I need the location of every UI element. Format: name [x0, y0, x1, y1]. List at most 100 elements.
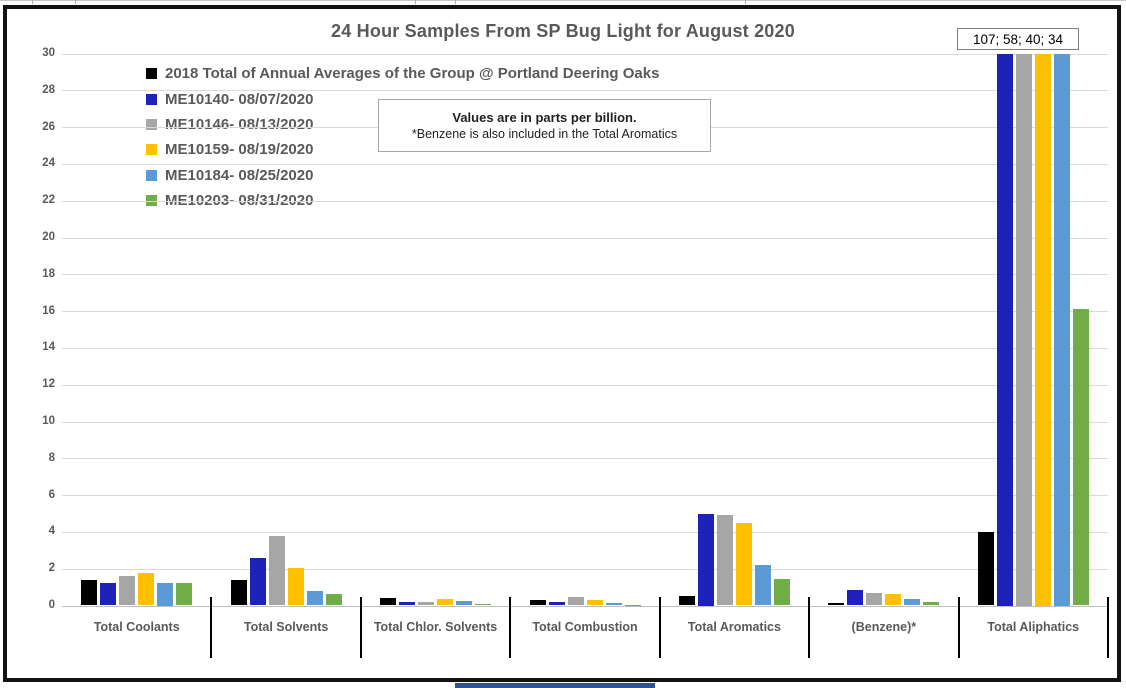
gridline [62, 90, 1108, 92]
bar-total-chlor-solvents-s4[interactable] [456, 600, 473, 606]
chart-legend[interactable]: 2018 Total of Annual Averages of the Gro… [146, 61, 659, 213]
bar-total-aromatics-s5[interactable] [773, 578, 790, 606]
bar-total-combustion-s1[interactable] [548, 601, 565, 606]
bar-total-aliphatics-s0[interactable] [977, 531, 994, 606]
bar-total-chlor-solvents-s2[interactable] [418, 601, 435, 606]
category-axis-label[interactable]: Total Aromatics [687, 620, 781, 634]
y-axis-tick-label: 6 [48, 488, 55, 501]
category-axis-label[interactable]: Total Aliphatics [987, 620, 1080, 634]
bar--benzene--s2[interactable] [866, 592, 883, 606]
bar-total-combustion-s2[interactable] [567, 597, 584, 606]
legend-item-me10203[interactable]: ME10203- 08/31/2020 [146, 188, 659, 213]
bar-total-aromatics-s2[interactable] [716, 515, 733, 606]
y-axis-tick-label: 2 [48, 562, 55, 575]
y-axis-tick-label: 4 [48, 525, 55, 538]
gridline [62, 274, 1108, 276]
legend-item-2018-average[interactable]: 2018 Total of Annual Averages of the Gro… [146, 61, 659, 86]
bar--benzene--s4[interactable] [904, 599, 921, 606]
legend-item-me10140[interactable]: ME10140- 08/07/2020 [146, 86, 659, 111]
bar-total-coolants-s5[interactable] [176, 583, 193, 606]
gridline [62, 531, 1108, 533]
legend-item-me10184[interactable]: ME10184- 08/25/2020 [146, 163, 659, 188]
gridline [62, 311, 1108, 313]
legend-swatch-icon [146, 68, 157, 80]
y-axis-tick-label: 14 [42, 341, 55, 354]
bar-total-aromatics-s0[interactable] [678, 596, 695, 606]
bottom-blue-strip [455, 683, 655, 688]
bar-total-solvents-s2[interactable] [268, 535, 285, 606]
bar-total-solvents-s0[interactable] [230, 579, 247, 606]
bar-total-chlor-solvents-s0[interactable] [380, 598, 397, 606]
gridline [62, 458, 1108, 460]
bar-total-combustion-s4[interactable] [605, 602, 622, 606]
y-axis-tick-label: 28 [42, 83, 55, 96]
values-note-line2: *Benzene is also included in the Total A… [411, 127, 678, 141]
bar-total-aromatics-s4[interactable] [754, 565, 771, 606]
offscale-values-label[interactable]: 107; 58; 40; 34 [957, 28, 1079, 50]
bar-total-aliphatics-s2[interactable] [1015, 53, 1032, 606]
bar-total-solvents-s3[interactable] [287, 567, 304, 606]
bar-total-coolants-s2[interactable] [119, 576, 136, 606]
bar-total-chlor-solvents-s1[interactable] [399, 601, 416, 606]
gridline [62, 347, 1108, 349]
bar-total-coolants-s0[interactable] [81, 579, 98, 606]
y-axis-tick-label: 22 [42, 194, 55, 207]
legend-swatch-icon [146, 144, 157, 156]
category-axis-label[interactable]: Total Combustion [532, 620, 638, 634]
bar-total-combustion-s5[interactable] [624, 604, 641, 606]
bar-total-coolants-s1[interactable] [100, 583, 117, 606]
bar-total-solvents-s1[interactable] [249, 557, 266, 606]
legend-label: ME10140- 08/07/2020 [165, 90, 314, 108]
bar-total-solvents-s4[interactable] [306, 590, 323, 606]
bar-total-solvents-s5[interactable] [325, 593, 342, 606]
bar-total-aliphatics-s4[interactable] [1053, 53, 1070, 606]
sheet-column-tick [415, 0, 416, 4]
sheet-column-tick [75, 0, 76, 4]
values-note-line1: Values are in parts per billion. [452, 110, 637, 125]
bar-total-aliphatics-s1[interactable] [996, 53, 1013, 606]
values-note-box[interactable]: Values are in parts per billion. *Benzen… [378, 99, 711, 152]
category-axis-label[interactable]: Total Chlor. Solvents [373, 620, 498, 634]
y-axis-tick-label: 16 [42, 304, 55, 317]
bar-total-combustion-s0[interactable] [529, 599, 546, 606]
legend-item-me10146[interactable]: ME10146- 08/13/2020 [146, 112, 659, 137]
bar-total-aliphatics-s5[interactable] [1072, 309, 1089, 606]
category-axis-label[interactable]: (Benzene)* [851, 620, 917, 634]
bar-total-chlor-solvents-s5[interactable] [475, 603, 492, 606]
bar--benzene--s5[interactable] [923, 601, 940, 606]
bar-total-aromatics-s3[interactable] [735, 522, 752, 606]
sheet-column-tick [32, 0, 33, 4]
category-axis-label[interactable]: Total Solvents [243, 620, 329, 634]
x-axis-line [62, 605, 1108, 607]
category-separator-line [1107, 597, 1109, 658]
sheet-column-tick [745, 0, 746, 4]
gridline [62, 163, 1108, 165]
bar-total-aliphatics-s3[interactable] [1034, 53, 1051, 606]
bar-total-coolants-s3[interactable] [138, 573, 155, 606]
bar--benzene--s3[interactable] [885, 594, 902, 606]
y-axis-tick-label: 26 [42, 120, 55, 133]
sheet-column-tick [455, 0, 456, 4]
legend-label: ME10184- 08/25/2020 [165, 166, 314, 184]
bar-total-coolants-s4[interactable] [157, 582, 174, 606]
chart-title[interactable]: 24 Hour Samples From SP Bug Light for Au… [331, 21, 795, 41]
legend-label: 2018 Total of Annual Averages of the Gro… [165, 65, 660, 83]
y-axis-tick-label: 12 [42, 378, 55, 391]
bar-total-chlor-solvents-s3[interactable] [437, 599, 454, 606]
legend-item-me10159[interactable]: ME10159- 08/19/2020 [146, 137, 659, 162]
bar--benzene--s1[interactable] [847, 589, 864, 606]
category-axis-label[interactable]: Total Coolants [93, 620, 180, 634]
y-axis-tick-label: 30 [42, 47, 55, 59]
bar-total-combustion-s3[interactable] [586, 599, 603, 606]
gridline [62, 53, 1108, 55]
category-separator-line [957, 597, 960, 658]
gridline [62, 384, 1108, 386]
bar--benzene--s0[interactable] [828, 602, 845, 606]
bar-total-aromatics-s1[interactable] [697, 513, 714, 606]
legend-swatch-icon [146, 169, 157, 181]
y-axis-tick-label: 20 [42, 231, 55, 243]
category-separator-line [359, 597, 362, 658]
y-axis-tick-label: 0 [48, 599, 55, 611]
legend-label: ME10159- 08/19/2020 [165, 141, 314, 159]
legend-swatch-icon [146, 118, 157, 130]
